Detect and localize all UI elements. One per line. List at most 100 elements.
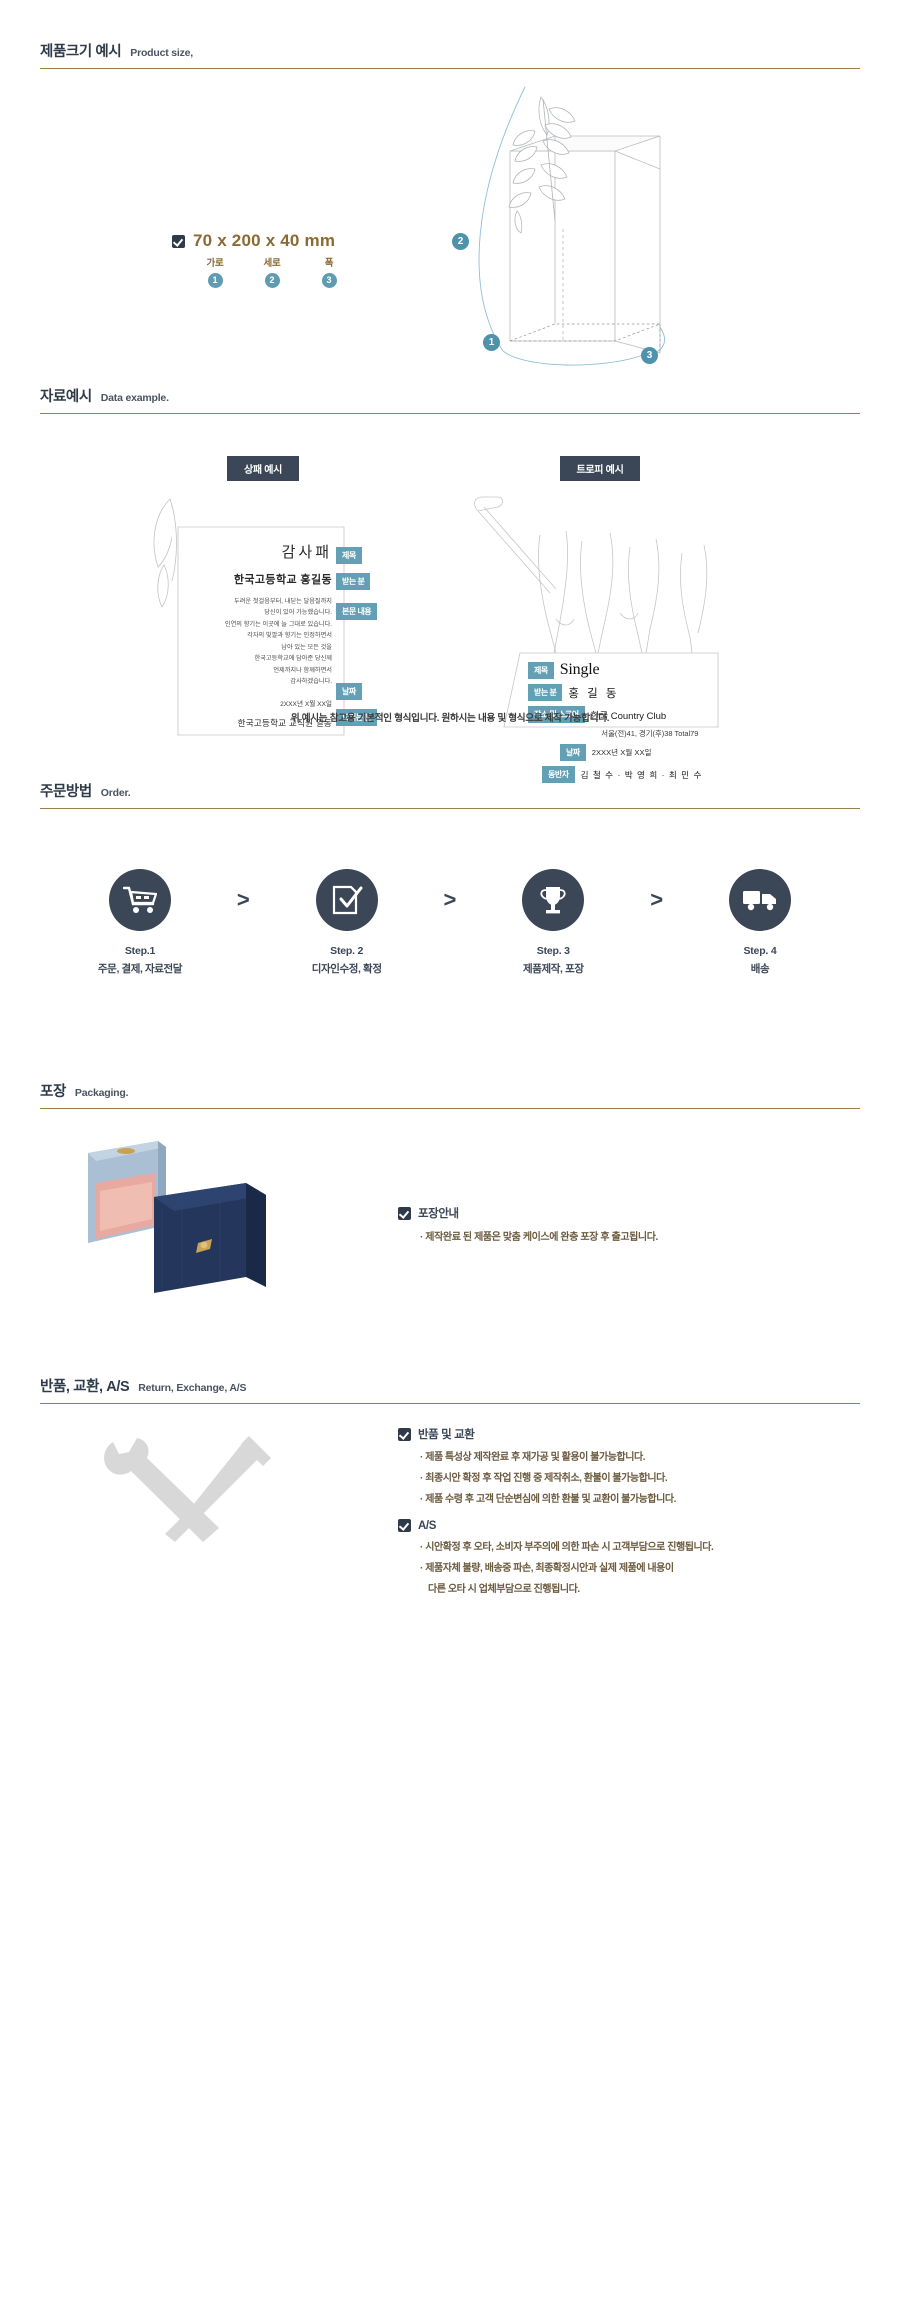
product-size-body: 2 1 3 70 x 200 x 40 mm 가로 1 세로 2 폭 [0,69,900,369]
order-steps: Step.1 주문, 결제, 자료전달 > Step. 2 디자인수정, 확정 … [85,869,815,976]
return-group-exchange: 반품 및 교환 · 제품 특성상 제작완료 후 재가공 및 활용이 불가능합니다… [398,1426,713,1505]
product-size-legend: 70 x 200 x 40 mm 가로 1 세로 2 폭 3 [150,231,390,288]
plaque-artwork: 감사패 한국고등학교 홍길동 두려운 첫걸음부터, 내딛는 달음질까지 당신이 … [148,495,378,745]
packaging-heading-row: 포장안내 [398,1205,658,1221]
step-separator-icon: > [650,887,664,912]
step-icon-circle [522,869,585,931]
section-title-ko: 제품크기 예시 [40,44,122,60]
plaque-label-recipient: 받는 분 [336,573,371,590]
dimension-width: 가로 1 [197,255,233,288]
delivery-truck-icon [742,891,776,911]
step-icon-circle [315,869,378,931]
section-title-en: Order. [100,787,131,799]
product-size-diagram: 2 1 3 [452,69,715,374]
checked-checkbox-icon [398,1519,411,1532]
section-title-en: Data example. [100,392,169,404]
section-title-en: Return, Exchange, A/S [138,1382,247,1394]
section-title-ko: 자료예시 [40,389,92,405]
trophy-title-row: 제목 Single [528,661,702,679]
section-data-example: 자료예시 Data example. 상패 예시 [0,385,900,783]
step-description: 배송 [750,963,770,975]
trophy-place-row: 장소 및 스코어 한국 Country Club [528,706,702,723]
plaque-date: 2XXX년 X월 XX일 [280,700,332,708]
trophy-recipient-row: 받는 분 홍 길 동 [528,684,702,701]
checked-checkbox-icon [398,1427,411,1441]
section-title-en: Packaging. [74,1087,129,1099]
order-step-4: Step. 4 배송 [705,869,815,976]
checked-checkbox-icon [172,234,185,248]
plaque-content: 감사패 한국고등학교 홍길동 두려운 첫걸음부터, 내딛는 달음질까지 당신이 … [156,541,332,729]
return-item: · 제품 수령 후 고객 단순변심에 의한 환불 및 교환이 불가능합니다. [420,1494,676,1505]
section-header-return: 반품, 교환, A/S Return, Exchange, A/S [40,1375,860,1404]
plaque-sender: 한국고등학교 교직원 일동 [237,717,332,728]
as-heading-row: A/S [398,1519,713,1532]
return-item: · 제품 특성상 제작완료 후 재가공 및 활용이 불가능합니다. [420,1452,646,1463]
order-step-1: Step.1 주문, 결제, 자료전달 [85,869,195,976]
step-number: Step. 4 [743,945,777,957]
as-item: 다른 오타 시 업체부담으로 진행됩니다. [428,1584,580,1595]
plaque-example-tag: 상패 예시 [226,456,300,481]
plaque-body: 두려운 첫걸음부터, 내딛는 달음질까지 당신이 있어 가능했습니다. 인연의 … [156,596,332,688]
data-example-body: 상패 예시 감사패 한국고등학교 홍길동 [0,414,900,783]
section-product-size: 제품크기 예시 Product size, [0,40,900,380]
return-item: · 최종시안 확정 후 작업 진행 중 제작취소, 환불이 불가능합니다. [420,1473,668,1484]
trophy-label-partner: 동반자 [542,766,575,783]
step-separator-icon: > [236,887,250,912]
dimension-height: 세로 2 [254,255,290,288]
step-separator-icon: > [443,887,457,912]
plaque-body-line: 각자의 빛깔과 향기는 인정하면서 [247,632,332,640]
order-step-2: Step. 2 디자인수정, 확정 [292,869,402,976]
step-description: 디자인수정, 확정 [311,963,382,975]
shopping-cart-icon [123,886,157,913]
packaging-body: 포장안내 · 제작완료 된 제품은 맞춤 케이스에 완충 포장 후 출고됩니다. [0,1109,900,1359]
packaging-info: 포장안내 · 제작완료 된 제품은 맞춤 케이스에 완충 포장 후 출고됩니다. [398,1205,658,1243]
plaque-body-line: 남아 있는 모든 것을 [281,643,332,651]
order-step-3: Step. 3 제품제작, 포장 [498,869,608,976]
as-item: · 제품자체 불량, 배송중 파손, 최종확정시안과 실제 제품에 내용이 [420,1563,674,1574]
section-header-order: 주문방법 Order. [40,780,860,809]
dimension-badge-1: 1 [207,273,223,288]
section-packaging: 포장 Packaging. [0,1080,900,1370]
trophy-label-title: 제목 [528,661,554,679]
plaque-body-line: 한국고등학교에 담아준 당신께 [254,655,332,663]
tools-illustration [95,1434,280,1574]
data-example-note: 위 예시는 참고용 기본적인 형식입니다. 원하시는 내용 및 형식으로 제작 … [290,713,610,724]
dimension-badge-3: 3 [321,273,337,288]
section-title-ko: 주문방법 [40,784,92,800]
plaque-label-body: 본문 내용 [336,603,378,620]
section-header-product-size: 제품크기 예시 Product size, [40,40,860,69]
section-title-ko: 반품, 교환, A/S [40,1379,130,1395]
size-callout-3: 3 [641,347,658,364]
product-size-value: 70 x 200 x 40 mm [193,231,336,250]
order-body: Step.1 주문, 결제, 자료전달 > Step. 2 디자인수정, 확정 … [0,809,900,1064]
plaque-label-date: 날짜 [336,683,362,700]
plaque-label-sender: 드리는 분 [336,709,378,726]
return-info: 반품 및 교환 · 제품 특성상 제작완료 후 재가공 및 활용이 불가능합니다… [398,1426,714,1609]
step-number: Step. 3 [536,945,570,957]
plaque-body-line: 인연의 향기는 이곳에 늘 그대로 있습니다. [224,620,332,628]
dimension-depth: 폭 3 [311,255,347,288]
trophy-icon [540,887,566,914]
trophy-date: 2XXX년 X월 XX일 [591,748,652,757]
packaging-photo [70,1131,300,1321]
plaque-body-line: 언제까지나 함께하면서 [273,666,332,674]
return-group-as: A/S · 시안확정 후 오타, 소비자 부주의에 의한 파손 시 고객부담으로… [398,1519,714,1595]
plaque-body-line: 감사하겠습니다. [290,678,332,686]
step-icon-circle [109,869,171,931]
size-callout-1: 1 [483,334,500,351]
trophy-label-date: 날짜 [560,744,586,761]
trophy-place: 한국 Country Club [590,710,667,722]
trophy-example-tag: 트로피 예시 [559,456,641,481]
step-number: Step. 2 [330,945,364,957]
return-body: 반품 및 교환 · 제품 특성상 제작완료 후 재가공 및 활용이 불가능합니다… [0,1404,900,1619]
section-order: 주문방법 Order. Step.1 주문, 결제, 자료전달 [0,780,900,1075]
trophy-artwork: 제목 Single 받는 분 홍 길 동 장소 및 스코어 한국 Country… [470,495,730,783]
section-header-data-example: 자료예시 Data example. [40,385,860,414]
trophy-title: Single [559,661,600,678]
section-return-exchange: 반품, 교환, A/S Return, Exchange, A/S 반품 및 교… [0,1375,900,1625]
trophy-date-row: 날짜 2XXX년 X월 XX일 [528,744,702,761]
step-icon-circle [728,869,791,931]
trophy-score-row: 서울(전)41, 경기(후)38 Total79 [528,728,702,739]
section-header-packaging: 포장 Packaging. [40,1080,860,1109]
plaque-example: 상패 예시 감사패 한국고등학교 홍길동 [148,456,378,745]
